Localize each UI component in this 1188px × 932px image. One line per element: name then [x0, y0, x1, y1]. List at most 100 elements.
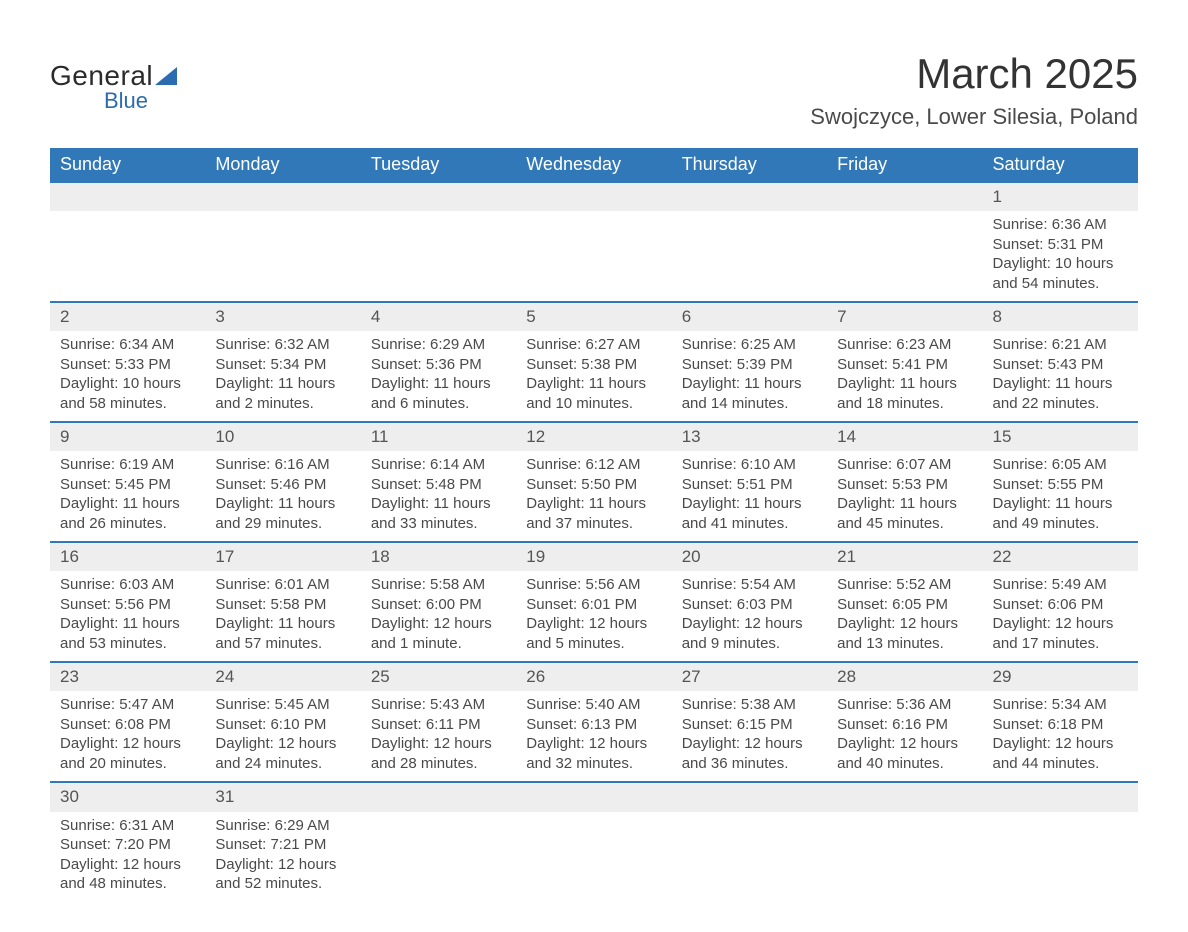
day-cell: Sunrise: 6:12 AMSunset: 5:50 PMDaylight:… [516, 451, 671, 542]
day-cell: Sunrise: 6:07 AMSunset: 5:53 PMDaylight:… [827, 451, 982, 542]
sunrise-text: Sunrise: 5:54 AM [682, 575, 817, 595]
day-number [672, 183, 827, 211]
daynum-row: 3031 [50, 782, 1138, 811]
daynum-row: 23242526272829 [50, 662, 1138, 691]
sunrise-text: Sunrise: 5:34 AM [993, 695, 1128, 715]
sunset-text: Sunset: 6:13 PM [526, 715, 661, 735]
detail-row: Sunrise: 6:31 AMSunset: 7:20 PMDaylight:… [50, 812, 1138, 902]
day-number: 2 [50, 302, 205, 331]
sunrise-text: Sunrise: 6:23 AM [837, 335, 972, 355]
title-block: March 2025 Swojczyce, Lower Silesia, Pol… [810, 50, 1138, 130]
sunrise-text: Sunrise: 5:36 AM [837, 695, 972, 715]
day-number: 7 [827, 302, 982, 331]
day2-text: and 14 minutes. [682, 394, 817, 414]
sunset-text: Sunset: 6:16 PM [837, 715, 972, 735]
day2-text: and 58 minutes. [60, 394, 195, 414]
day2-text: and 6 minutes. [371, 394, 506, 414]
sunrise-text: Sunrise: 5:43 AM [371, 695, 506, 715]
day-cell: Sunrise: 6:25 AMSunset: 5:39 PMDaylight:… [672, 331, 827, 422]
calendar-table: Sunday Monday Tuesday Wednesday Thursday… [50, 148, 1138, 902]
sunrise-text: Sunrise: 6:31 AM [60, 816, 195, 836]
day2-text: and 36 minutes. [682, 754, 817, 774]
logo: General Blue [50, 50, 177, 114]
day-number: 3 [205, 302, 360, 331]
day-number [205, 183, 360, 211]
day-number [827, 782, 982, 811]
day2-text: and 49 minutes. [993, 514, 1128, 534]
sunset-text: Sunset: 6:06 PM [993, 595, 1128, 615]
sunset-text: Sunset: 5:50 PM [526, 475, 661, 495]
sunset-text: Sunset: 5:56 PM [60, 595, 195, 615]
day-number: 19 [516, 542, 671, 571]
sunset-text: Sunset: 5:41 PM [837, 355, 972, 375]
day-cell: Sunrise: 5:45 AMSunset: 6:10 PMDaylight:… [205, 691, 360, 782]
day1-text: Daylight: 11 hours [837, 494, 972, 514]
sunrise-text: Sunrise: 6:34 AM [60, 335, 195, 355]
day-cell [205, 211, 360, 302]
location-subtitle: Swojczyce, Lower Silesia, Poland [810, 104, 1138, 130]
day2-text: and 20 minutes. [60, 754, 195, 774]
col-monday: Monday [205, 148, 360, 183]
detail-row: Sunrise: 6:36 AMSunset: 5:31 PMDaylight:… [50, 211, 1138, 302]
sunrise-text: Sunrise: 6:29 AM [371, 335, 506, 355]
day-number: 4 [361, 302, 516, 331]
day-number: 9 [50, 422, 205, 451]
sunset-text: Sunset: 6:18 PM [993, 715, 1128, 735]
day-number: 12 [516, 422, 671, 451]
day2-text: and 52 minutes. [215, 874, 350, 894]
day-cell: Sunrise: 6:34 AMSunset: 5:33 PMDaylight:… [50, 331, 205, 422]
day-number: 26 [516, 662, 671, 691]
day1-text: Daylight: 11 hours [215, 614, 350, 634]
day-number: 29 [983, 662, 1138, 691]
sunset-text: Sunset: 5:58 PM [215, 595, 350, 615]
day-number: 21 [827, 542, 982, 571]
sunrise-text: Sunrise: 6:10 AM [682, 455, 817, 475]
day-number: 31 [205, 782, 360, 811]
day1-text: Daylight: 12 hours [837, 734, 972, 754]
day-number [827, 183, 982, 211]
day1-text: Daylight: 11 hours [526, 374, 661, 394]
day2-text: and 9 minutes. [682, 634, 817, 654]
day1-text: Daylight: 12 hours [682, 614, 817, 634]
day-cell: Sunrise: 5:43 AMSunset: 6:11 PMDaylight:… [361, 691, 516, 782]
day2-text: and 32 minutes. [526, 754, 661, 774]
sunrise-text: Sunrise: 6:19 AM [60, 455, 195, 475]
day-cell [672, 812, 827, 902]
day-cell: Sunrise: 5:56 AMSunset: 6:01 PMDaylight:… [516, 571, 671, 662]
detail-row: Sunrise: 5:47 AMSunset: 6:08 PMDaylight:… [50, 691, 1138, 782]
day2-text: and 40 minutes. [837, 754, 972, 774]
day1-text: Daylight: 12 hours [837, 614, 972, 634]
day2-text: and 1 minute. [371, 634, 506, 654]
day2-text: and 44 minutes. [993, 754, 1128, 774]
day2-text: and 37 minutes. [526, 514, 661, 534]
day-cell: Sunrise: 6:14 AMSunset: 5:48 PMDaylight:… [361, 451, 516, 542]
day2-text: and 53 minutes. [60, 634, 195, 654]
day1-text: Daylight: 10 hours [993, 254, 1128, 274]
day1-text: Daylight: 11 hours [371, 374, 506, 394]
day-cell: Sunrise: 6:21 AMSunset: 5:43 PMDaylight:… [983, 331, 1138, 422]
day-number: 25 [361, 662, 516, 691]
day-cell: Sunrise: 6:32 AMSunset: 5:34 PMDaylight:… [205, 331, 360, 422]
day-number: 15 [983, 422, 1138, 451]
day-number: 5 [516, 302, 671, 331]
day-number: 14 [827, 422, 982, 451]
day2-text: and 22 minutes. [993, 394, 1128, 414]
col-thursday: Thursday [672, 148, 827, 183]
sunset-text: Sunset: 5:31 PM [993, 235, 1128, 255]
day1-text: Daylight: 12 hours [215, 734, 350, 754]
day-cell: Sunrise: 6:29 AMSunset: 5:36 PMDaylight:… [361, 331, 516, 422]
day-number: 17 [205, 542, 360, 571]
detail-row: Sunrise: 6:34 AMSunset: 5:33 PMDaylight:… [50, 331, 1138, 422]
daynum-row: 16171819202122 [50, 542, 1138, 571]
header-row: Sunday Monday Tuesday Wednesday Thursday… [50, 148, 1138, 183]
day-number: 18 [361, 542, 516, 571]
day1-text: Daylight: 11 hours [682, 374, 817, 394]
day1-text: Daylight: 12 hours [993, 614, 1128, 634]
day-number: 22 [983, 542, 1138, 571]
sunset-text: Sunset: 5:43 PM [993, 355, 1128, 375]
day2-text: and 5 minutes. [526, 634, 661, 654]
sunrise-text: Sunrise: 6:05 AM [993, 455, 1128, 475]
day-cell: Sunrise: 6:29 AMSunset: 7:21 PMDaylight:… [205, 812, 360, 902]
sunset-text: Sunset: 5:53 PM [837, 475, 972, 495]
day-cell: Sunrise: 5:49 AMSunset: 6:06 PMDaylight:… [983, 571, 1138, 662]
